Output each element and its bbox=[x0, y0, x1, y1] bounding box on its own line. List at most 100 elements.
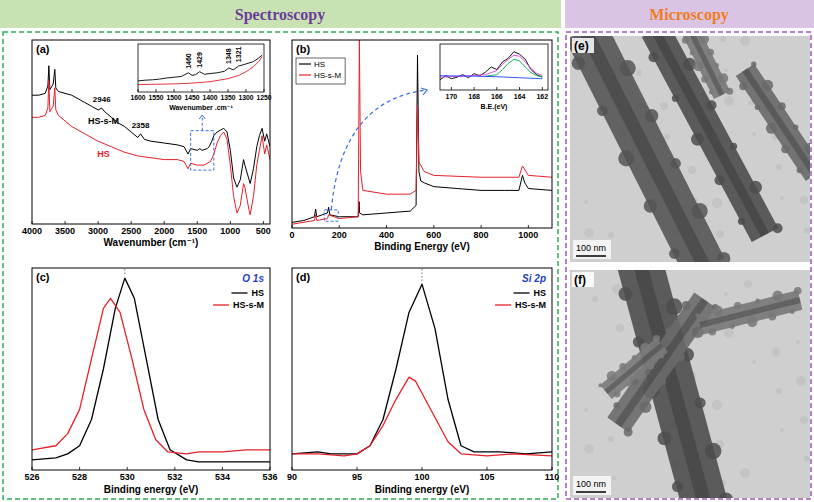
nanorod bbox=[570, 36, 725, 262]
nanorod-grain bbox=[692, 203, 708, 219]
tem-texture bbox=[712, 400, 722, 410]
nanorod-grain bbox=[690, 51, 694, 55]
tem-image bbox=[570, 36, 810, 262]
nanorod-core bbox=[579, 36, 711, 262]
tem-texture bbox=[716, 230, 724, 238]
x-tick bbox=[552, 467, 553, 470]
tem-texture bbox=[740, 468, 750, 478]
nanorod-grain bbox=[747, 317, 757, 327]
x-tick-label: 400 bbox=[379, 230, 394, 240]
label-patch bbox=[573, 476, 611, 495]
nanorod-core bbox=[699, 297, 800, 328]
scale-bar-line bbox=[576, 491, 606, 493]
tem-texture bbox=[804, 228, 810, 234]
nanorod-grain bbox=[709, 328, 717, 336]
header-bg bbox=[565, 0, 814, 28]
header-bg bbox=[0, 0, 561, 28]
tem-texture bbox=[776, 164, 782, 170]
x-tick-label: 200 bbox=[332, 230, 347, 240]
nanorod-grain bbox=[804, 143, 810, 154]
x-tick bbox=[263, 221, 264, 224]
zoom-arrowhead bbox=[421, 88, 427, 95]
tem-texture bbox=[620, 364, 626, 370]
x-tick-label: 530 bbox=[120, 472, 135, 482]
x-tick bbox=[451, 87, 452, 90]
nanorod-grain bbox=[672, 95, 679, 102]
peak-annotation: 1460 bbox=[185, 53, 192, 69]
nanorod-grain bbox=[618, 287, 632, 301]
nanorod-grain bbox=[705, 443, 722, 460]
x-tick bbox=[228, 89, 229, 92]
nanorod-grain bbox=[572, 57, 585, 70]
nanorod-grain bbox=[766, 123, 777, 134]
nanorod-grain bbox=[666, 298, 683, 315]
tem-texture bbox=[780, 196, 784, 200]
inset-bg bbox=[126, 41, 268, 114]
x-tick bbox=[433, 225, 434, 228]
label-patch bbox=[572, 38, 594, 53]
x-tick-label: 1350 bbox=[220, 94, 235, 101]
scale-bar-label: 100 nm bbox=[576, 243, 606, 253]
nanorod-grain bbox=[691, 133, 704, 146]
x-tick bbox=[131, 221, 132, 224]
x-tick bbox=[487, 467, 488, 470]
tem-texture bbox=[744, 280, 752, 288]
x-tick-label: 1500 bbox=[187, 226, 207, 236]
spectrum-line bbox=[292, 284, 552, 454]
tem-texture bbox=[804, 456, 810, 462]
legend-box bbox=[296, 58, 345, 84]
x-tick bbox=[197, 221, 198, 224]
legend-swatch bbox=[299, 63, 311, 64]
tem-texture bbox=[740, 36, 750, 46]
zoom-box bbox=[191, 131, 214, 170]
x-tick-label: 1550 bbox=[148, 94, 163, 101]
nanorod-grain bbox=[695, 397, 706, 408]
peak-annotation: 2946 bbox=[93, 95, 111, 104]
legend-label: HS bbox=[533, 288, 546, 298]
x-tick-label: 105 bbox=[479, 472, 494, 482]
x-tick-label: 3000 bbox=[88, 226, 108, 236]
legend: HSHS-s-M bbox=[296, 58, 345, 84]
spectrum-line bbox=[440, 55, 542, 77]
peak-annotation: 1348 bbox=[225, 48, 232, 64]
spectrum-line bbox=[292, 377, 552, 456]
nanorod-grain bbox=[781, 145, 789, 153]
nanorod-core bbox=[604, 343, 663, 394]
chart: 526528530532534536Binding energy (eV)(c)… bbox=[24, 268, 277, 495]
nanorod-grain bbox=[715, 63, 719, 67]
tem-texture bbox=[720, 36, 726, 42]
x-axis-title: Wavenumber (cm⁻¹) bbox=[104, 237, 199, 248]
x-tick bbox=[32, 467, 33, 470]
legend-swatch bbox=[495, 304, 511, 305]
tem-texture bbox=[772, 348, 780, 356]
x-tick-label: 166 bbox=[491, 93, 503, 100]
x-tick-label: 100 bbox=[414, 472, 429, 482]
nanorod-grain bbox=[717, 252, 730, 262]
x-tick bbox=[138, 89, 139, 92]
x-tick-label: 1000 bbox=[518, 230, 538, 240]
x-tick bbox=[164, 221, 165, 224]
nanorod-grain bbox=[660, 354, 664, 358]
nanorod-grain bbox=[614, 390, 621, 397]
x-tick-label: 800 bbox=[474, 230, 489, 240]
x-tick bbox=[127, 467, 128, 470]
tem-texture bbox=[612, 476, 616, 480]
x-tick-label: 1450 bbox=[184, 94, 199, 101]
nanorod-grain bbox=[624, 428, 633, 437]
nanorod bbox=[682, 36, 730, 99]
legend-label: HS-s-M bbox=[515, 300, 546, 310]
x-tick bbox=[264, 89, 265, 92]
nanorod-grain bbox=[657, 431, 671, 445]
nanorod-core bbox=[688, 36, 725, 96]
x-tick-label: 500 bbox=[256, 226, 271, 236]
nanorod-grain bbox=[755, 298, 760, 303]
tem-texture bbox=[800, 416, 808, 424]
nanorod-grain bbox=[645, 109, 658, 122]
header-title: Microscopy bbox=[649, 6, 729, 24]
nanorod-grain bbox=[751, 62, 756, 67]
nanorod-grain bbox=[738, 218, 745, 225]
x-tick-label: 1500 bbox=[166, 94, 181, 101]
zoom-arrow bbox=[331, 90, 427, 210]
series-label: HS bbox=[97, 149, 110, 159]
legend-swatch bbox=[213, 304, 229, 305]
